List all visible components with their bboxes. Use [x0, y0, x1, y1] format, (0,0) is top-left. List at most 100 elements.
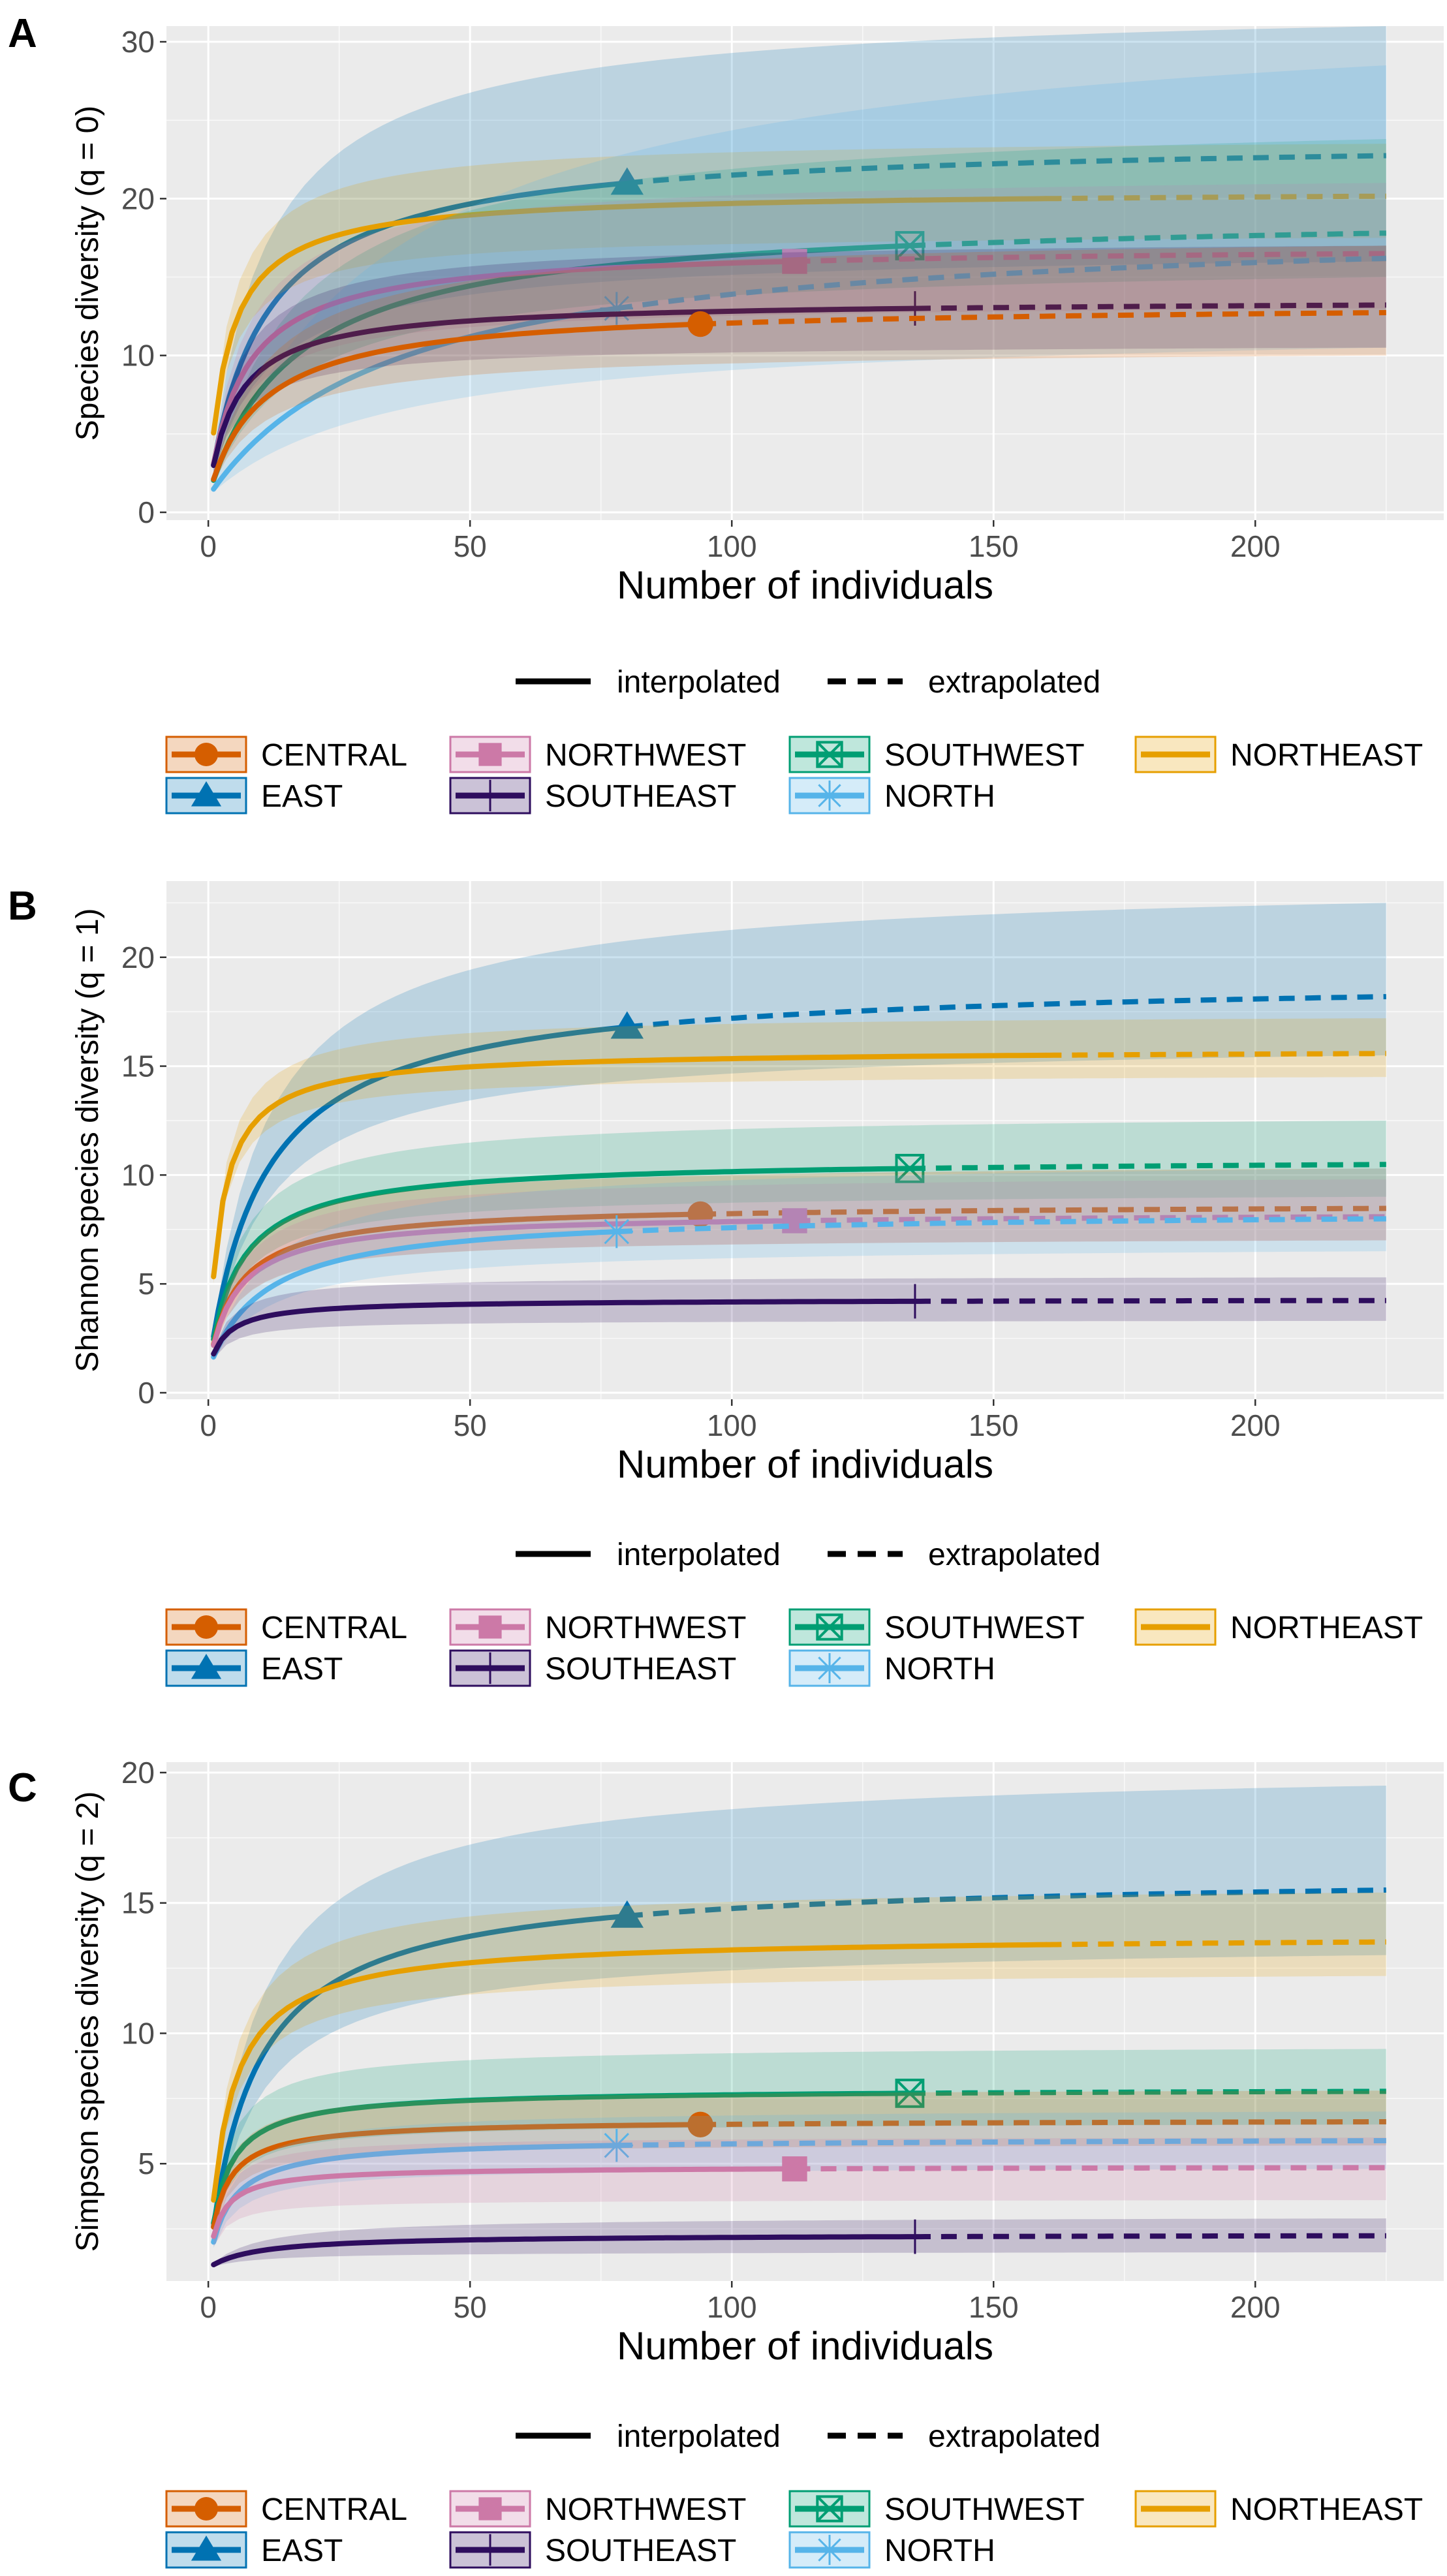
interpolated-line-northwest	[211, 1218, 798, 1348]
extrapolated-line-northeast	[1046, 193, 1386, 202]
observed-point-north-bar4	[604, 2133, 629, 2158]
legend-label: NORTHWEST	[545, 1611, 746, 1645]
legend-item-northeast: NORTHEAST	[1134, 1608, 1423, 1646]
confidence-band-southeast	[213, 1277, 1386, 1359]
x-tick-label: 50	[454, 1408, 487, 1442]
observed-point-northwest-shape	[782, 1208, 807, 1234]
panel-a: A 0 50 100 150 200 0 10 20 30 Number of individual…	[8, 11, 1444, 815]
extrapolated-line-central	[700, 1205, 1386, 1217]
observed-point-northwest	[782, 1208, 807, 1234]
x-tick-label: 100	[707, 1408, 757, 1442]
x-tick-label: 0	[200, 529, 217, 563]
legend-label: SOUTHEAST	[545, 779, 736, 814]
confidence-band-northeast	[213, 144, 1386, 442]
legend-item-northeast: NORTHEAST	[1134, 736, 1423, 773]
series-southeast	[211, 1277, 1386, 1359]
legend-item-northwest: NORTHWEST	[449, 1608, 746, 1646]
legend-item-north: NORTH	[788, 1649, 995, 1687]
confidence-band-north	[213, 65, 1386, 492]
observed-point-north	[600, 2129, 633, 2162]
series-northwest	[211, 183, 1386, 471]
extrapolated-legend-label: extrapolated	[928, 665, 1100, 700]
x-tick-label: 50	[454, 2290, 487, 2324]
legend-item-northwest: NORTHWEST	[449, 2490, 746, 2528]
legend-label: EAST	[261, 1652, 343, 1686]
extrapolated-line-northwest	[794, 251, 1386, 264]
legend-marker-northwest	[478, 1615, 502, 1639]
linetype-legend: interpolated extrapolated	[516, 2419, 1100, 2454]
observed-point-central	[687, 2111, 713, 2137]
legend-label: NORTHEAST	[1230, 738, 1423, 773]
legend-marker-north-bar4	[818, 2538, 841, 2562]
interpolated-line-east	[211, 1024, 630, 1339]
interpolated-line-east	[211, 1913, 630, 2229]
y-tick-label: 0	[138, 1376, 155, 1410]
legend-item-southwest: SOUTHWEST	[788, 1608, 1085, 1646]
observed-point-northwest-shape	[782, 2156, 807, 2182]
interpolated-line-northwest	[211, 258, 798, 467]
legend-label: NORTHWEST	[545, 738, 746, 773]
extrapolated-line-northwest	[794, 1214, 1386, 1224]
legend-item-north: NORTH	[788, 2531, 995, 2569]
panel-c: C 0 50 100 150 200 5 10 15 20 Number of individual…	[8, 1756, 1444, 2569]
interpolated-line-north	[211, 305, 619, 492]
legend-marker-southwest-box	[816, 1613, 843, 1641]
confidence-band-southwest	[213, 1121, 1386, 1344]
observed-point-central	[687, 311, 713, 337]
legend-label: CENTRAL	[261, 738, 407, 773]
legend-label: NORTH	[884, 779, 995, 814]
x-axis-title: Number of individuals	[617, 1442, 993, 1486]
extrapolated-line-north	[616, 1216, 1386, 1235]
interpolated-line-north	[211, 1229, 619, 1360]
confidence-band-north	[213, 1168, 1386, 1360]
extrapolated-line-east	[627, 1887, 1386, 1919]
series-southeast	[211, 2218, 1386, 2267]
legend-marker-northwest-shape	[478, 743, 502, 766]
legend-item-southeast: SOUTHEAST	[449, 1649, 736, 1687]
observed-point-northwest	[782, 249, 807, 274]
extrapolated-legend-label: extrapolated	[928, 1538, 1100, 1572]
confidence-band-northeast	[213, 1892, 1386, 2207]
panel-b: B 0 50 100 150 200 0 5 10 15 20 Number of individua…	[8, 881, 1444, 1687]
series-north	[211, 2111, 1386, 2248]
x-tick-label: 150	[969, 1408, 1019, 1442]
observed-point-central-shape	[687, 311, 713, 337]
legend-label: NORTH	[884, 1652, 995, 1686]
y-axis-title: Shannon species diversity (q = 1)	[70, 908, 105, 1372]
series-northeast	[211, 1018, 1386, 1284]
panel-label: A	[8, 11, 37, 56]
extrapolated-line-northeast	[1046, 1051, 1386, 1058]
x-axis-title: Number of individuals	[617, 563, 993, 607]
group-legend: CENTRAL NORTHWEST SOUTHWEST NORTHEAST EAST SO…	[165, 2490, 1423, 2569]
legend-marker-northwest	[478, 743, 502, 766]
legend-item-east: EAST	[165, 1649, 343, 1687]
legend-marker-east-shape	[191, 781, 222, 807]
legend-marker-southwest-box	[816, 741, 843, 768]
legend-label: NORTHWEST	[545, 2492, 746, 2527]
legend-label: CENTRAL	[261, 1611, 407, 1645]
legend-item-central: CENTRAL	[165, 2490, 407, 2528]
x-tick-label: 150	[969, 529, 1019, 563]
legend-item-southwest: SOUTHWEST	[788, 736, 1085, 773]
y-axis-title: Simpson species diversity (q = 2)	[70, 1792, 105, 2252]
observed-point-southwest-box	[895, 1153, 925, 1183]
legend-marker-east-shape	[191, 1654, 222, 1679]
interpolated-line-east	[211, 180, 630, 468]
legend-item-southeast: SOUTHEAST	[449, 2531, 736, 2569]
legend-marker-north	[814, 2534, 845, 2566]
extrapolated-legend-label: extrapolated	[928, 2419, 1100, 2454]
legend-marker-northwest	[478, 2497, 502, 2521]
interpolated-line-northeast	[211, 1942, 1049, 2203]
interpolated-line-central	[211, 321, 704, 482]
group-legend: CENTRAL NORTHWEST SOUTHWEST NORTHEAST EAST SO…	[165, 1608, 1423, 1687]
interpolated-line-northeast	[211, 1052, 1049, 1280]
confidence-band-central	[213, 1168, 1386, 1350]
y-tick-label: 5	[138, 2147, 155, 2180]
legend-label: SOUTHWEST	[884, 738, 1085, 773]
extrapolated-line-east	[627, 153, 1386, 186]
observed-point-east-shape	[610, 1900, 644, 1928]
legend-marker-southwest-diag2	[816, 1613, 843, 1641]
confidence-band-northeast	[213, 1018, 1386, 1284]
legend-marker-southwest	[816, 741, 843, 768]
